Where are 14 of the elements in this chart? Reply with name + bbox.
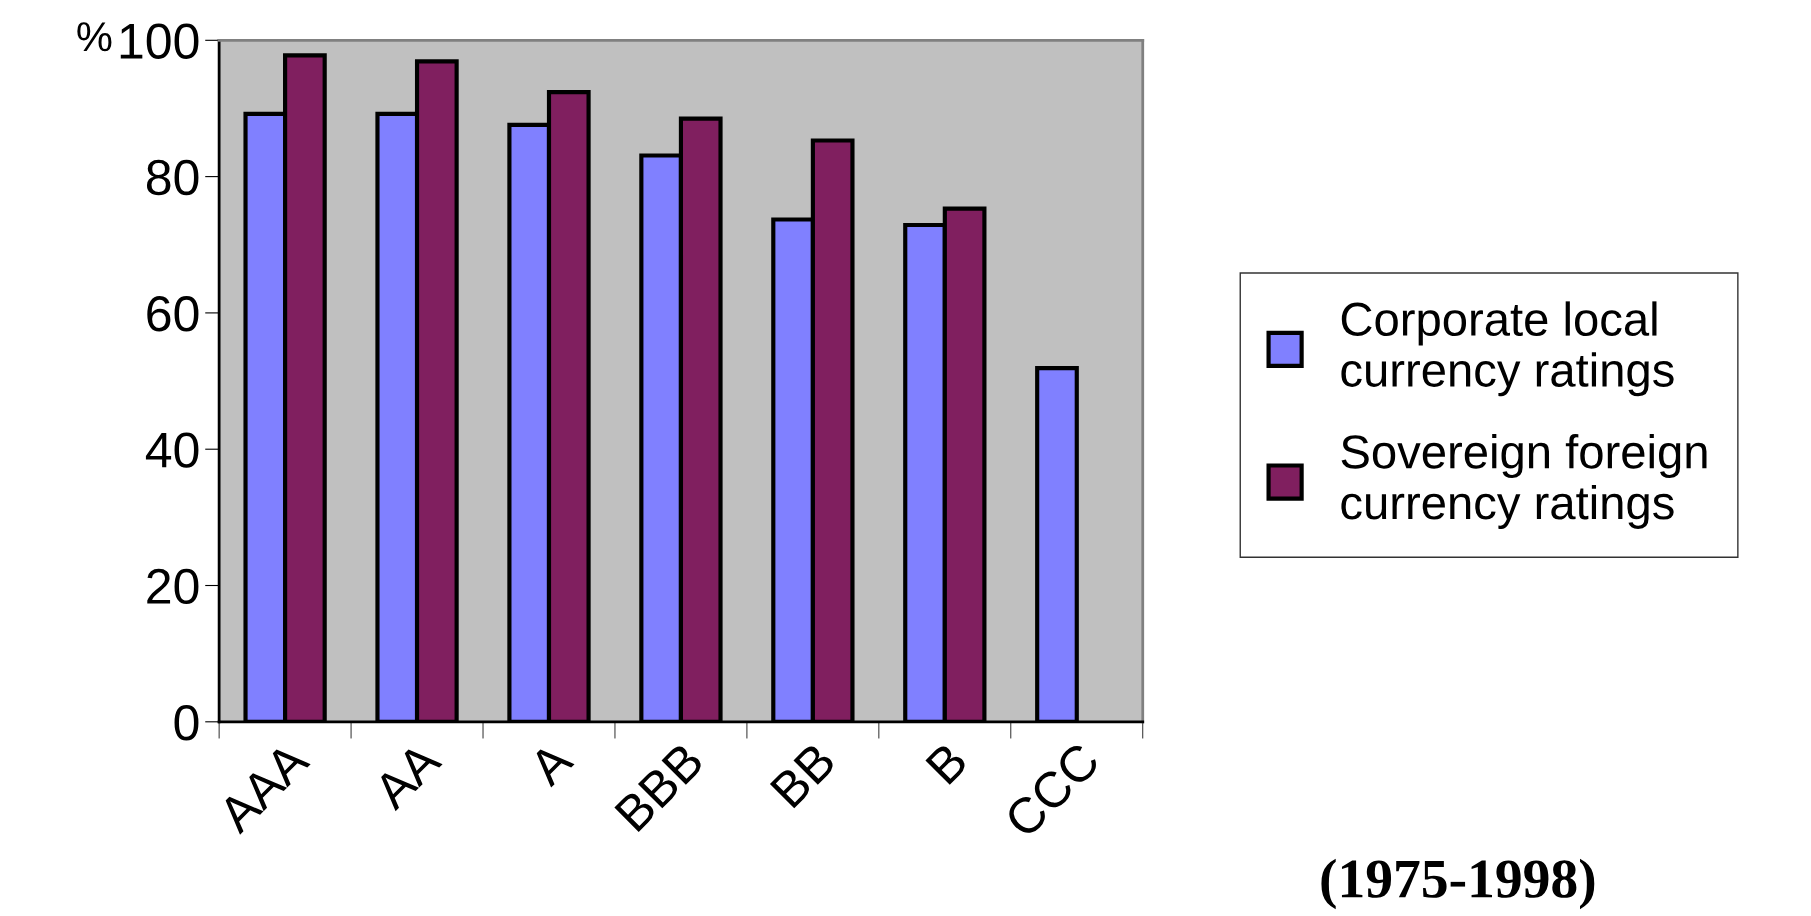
y-tick-label: 0 bbox=[174, 705, 199, 741]
y-tick-label: 100 bbox=[120, 23, 199, 59]
legend-label: Corporate local currency ratings bbox=[1341, 301, 1674, 397]
x-tick-label: B bbox=[925, 741, 969, 785]
y-tick-label: 20 bbox=[147, 568, 199, 605]
y-tick-label: 80 bbox=[146, 159, 199, 196]
x-tick-label: BB bbox=[769, 741, 837, 809]
legend-label: Sovereign foreign currency ratings bbox=[1341, 434, 1707, 529]
y-tick-label: 60 bbox=[147, 296, 199, 332]
y-tick-label: 40 bbox=[145, 432, 199, 468]
y-axis-title: % bbox=[77, 22, 112, 52]
x-tick-label: AA bbox=[371, 739, 443, 812]
text: (1975-1998) bbox=[1321, 858, 1595, 910]
x-tick-label: A bbox=[526, 739, 575, 788]
